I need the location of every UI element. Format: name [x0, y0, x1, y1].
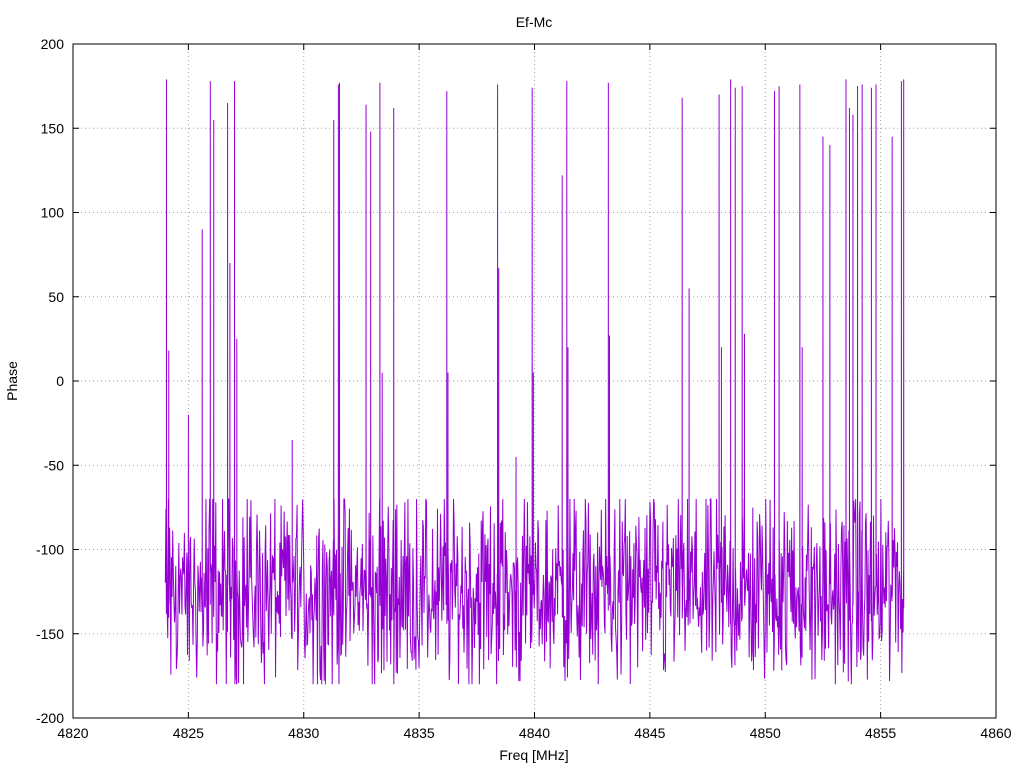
phase-series-line — [164, 79, 905, 685]
series-layer — [164, 79, 905, 685]
x-tick-label: 4855 — [865, 725, 896, 741]
y-tick-label: 0 — [56, 373, 64, 389]
x-axis-title: Freq [MHz] — [499, 747, 568, 763]
y-tick-label: -50 — [44, 457, 64, 473]
y-axis-title: Phase — [4, 361, 20, 401]
x-tick-label: 4820 — [57, 725, 88, 741]
x-tick-label: 4830 — [288, 725, 319, 741]
x-tick-label: 4850 — [750, 725, 781, 741]
y-tick-label: 100 — [41, 205, 65, 221]
y-tick-label: -100 — [36, 542, 64, 558]
grid-lines — [73, 44, 996, 718]
y-tick-label: 50 — [48, 289, 64, 305]
x-tick-label: 4835 — [404, 725, 435, 741]
x-tick-label: 4825 — [173, 725, 204, 741]
y-tick-label: 150 — [41, 120, 65, 136]
chart-title: Ef-Mc — [516, 14, 553, 30]
y-tick-label: -200 — [36, 710, 64, 726]
y-tick-label: 200 — [41, 36, 65, 52]
x-tick-label: 4840 — [519, 725, 550, 741]
x-tick-label: 4860 — [980, 725, 1011, 741]
y-tick-label: -150 — [36, 626, 64, 642]
x-tick-label: 4845 — [634, 725, 665, 741]
axis-ticks: 4820 4825 4830 4835 4840 4845 4850 4855 4860 -200… — [36, 36, 1012, 741]
